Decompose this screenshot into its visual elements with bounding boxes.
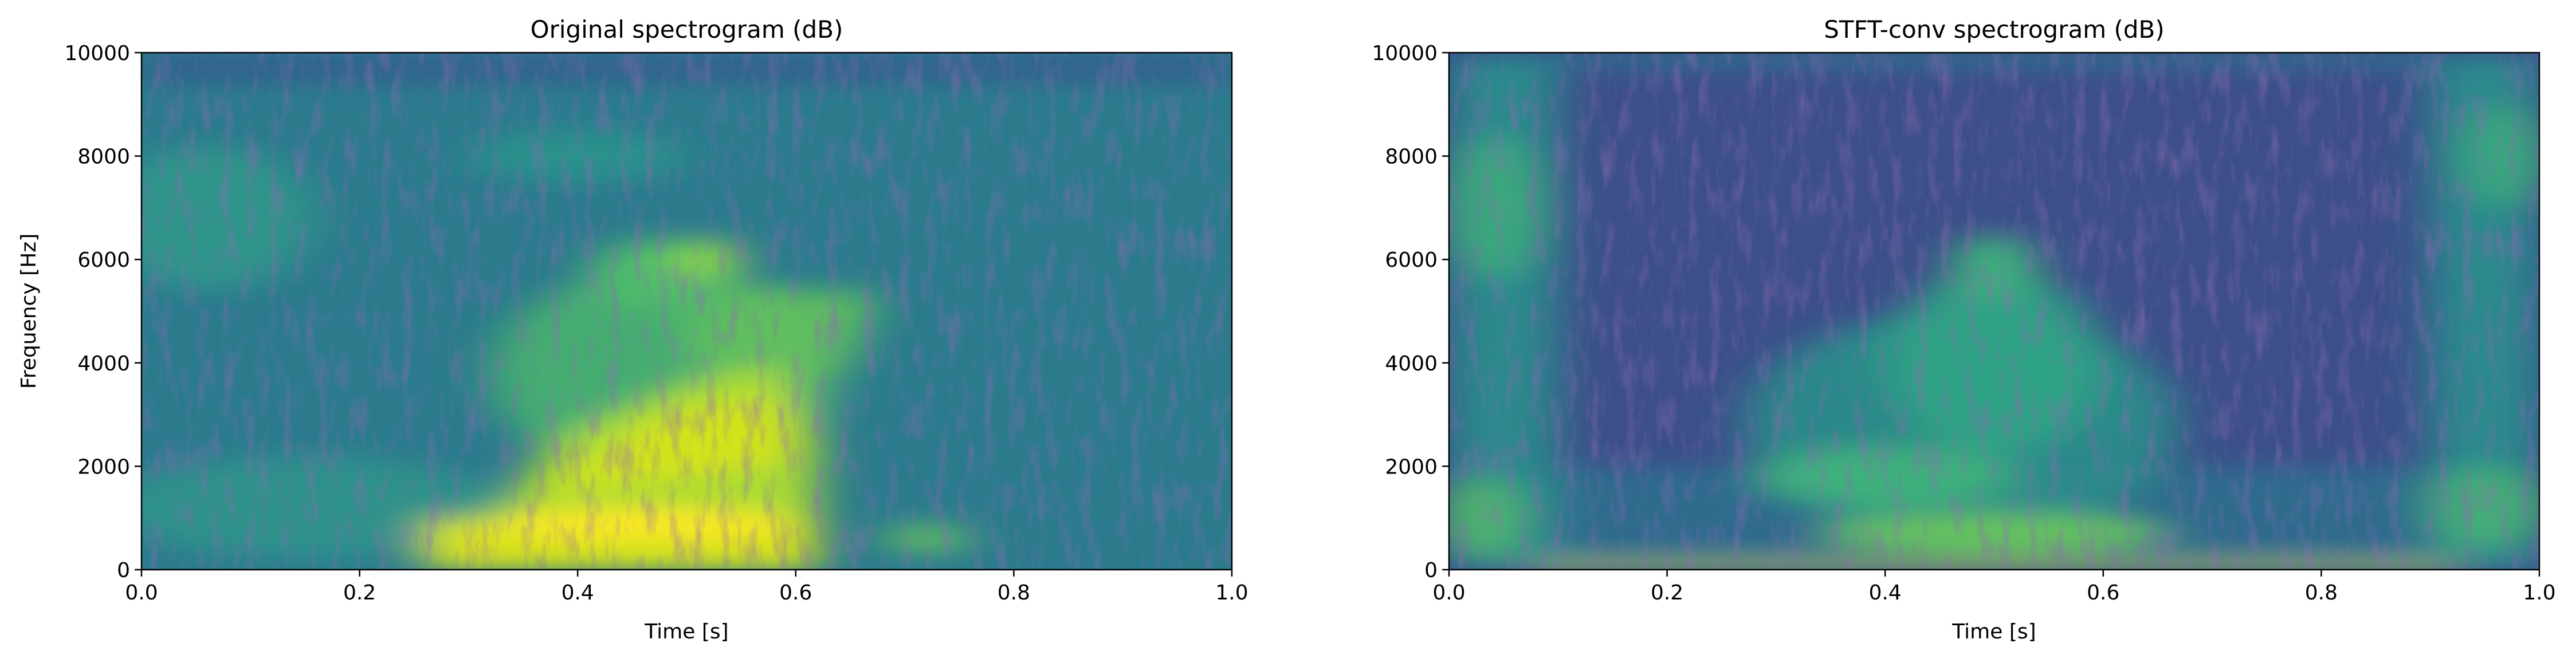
y-tick-label: 8000 — [1385, 145, 1438, 169]
y-tick-label: 6000 — [1385, 248, 1438, 272]
y-axis-label: Frequency [Hz] — [17, 234, 41, 389]
y-tick-label: 2000 — [77, 455, 130, 479]
x-tick-label: 0.2 — [1651, 581, 1683, 605]
x-tick-label: 0.6 — [779, 581, 812, 605]
x-tick-label: 0.8 — [2305, 581, 2338, 605]
axes-frame — [1448, 52, 2540, 571]
chart-title: Original spectrogram (dB) — [531, 15, 843, 44]
x-tick-label: 1.0 — [1215, 581, 1248, 605]
y-tick-label: 10000 — [64, 42, 130, 65]
x-tick-label: 0.2 — [343, 581, 376, 605]
x-tick-label: 0.4 — [561, 581, 594, 605]
y-tick-label: 8000 — [77, 145, 130, 169]
x-tick-label: 1.0 — [2523, 581, 2555, 605]
y-tick-label: 4000 — [77, 352, 130, 376]
spectrogram-image — [142, 53, 1232, 570]
x-tick-label: 0.8 — [998, 581, 1030, 605]
x-tick-label: 0.0 — [125, 581, 158, 605]
x-tick-label: 0.0 — [1432, 581, 1465, 605]
axes-frame — [140, 52, 1233, 571]
y-tick-label: 2000 — [1385, 455, 1438, 479]
x-tick-label: 0.6 — [2087, 581, 2119, 605]
y-tick-label: 6000 — [77, 248, 130, 272]
x-axis-label: Time [s] — [644, 620, 728, 644]
y-tick-label: 0 — [1424, 559, 1438, 582]
y-tick-label: 10000 — [1372, 42, 1438, 65]
chart-title: STFT-conv spectrogram (dB) — [1824, 15, 2164, 44]
spectrogram-image — [1449, 53, 2539, 570]
x-axis-label: Time [s] — [1951, 620, 2036, 644]
y-tick-label: 4000 — [1385, 352, 1438, 376]
x-tick-label: 0.4 — [1869, 581, 1902, 605]
y-tick-label: 0 — [117, 559, 130, 582]
